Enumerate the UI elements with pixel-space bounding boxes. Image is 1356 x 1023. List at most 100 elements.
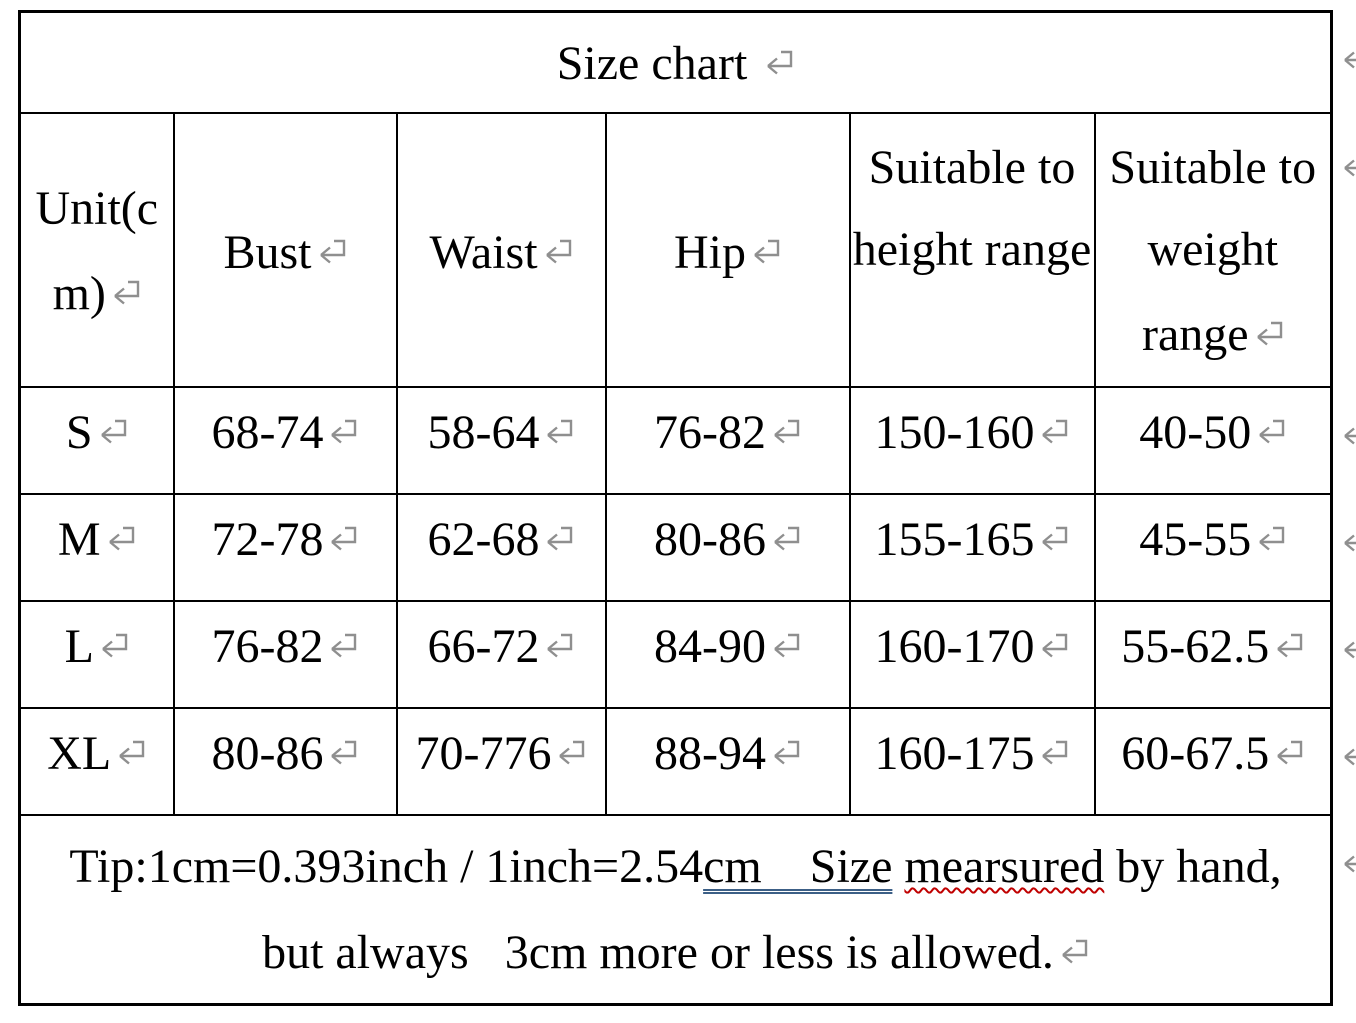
cell-value: 72-78 bbox=[211, 512, 324, 566]
end-of-row-mark-icon bbox=[1340, 846, 1356, 876]
header-line: height range bbox=[852, 222, 1092, 276]
cell-value: 66-72 bbox=[427, 619, 540, 673]
cell-value: 45-55 bbox=[1139, 512, 1252, 566]
end-of-cell-mark-icon bbox=[105, 508, 136, 566]
cell-value: 80-86 bbox=[211, 726, 324, 780]
cell-s-bust[interactable]: 68-74 bbox=[172, 385, 398, 495]
cell-m-hip[interactable]: 80-86 bbox=[604, 492, 851, 602]
cell-value: XL bbox=[47, 726, 112, 780]
end-of-row-mark-icon bbox=[1340, 418, 1356, 448]
cell-l-size[interactable]: L bbox=[18, 599, 175, 709]
end-of-cell-mark-icon bbox=[316, 209, 347, 291]
end-of-cell-mark-icon bbox=[1058, 908, 1089, 991]
end-of-cell-mark-icon bbox=[1253, 291, 1284, 373]
cell-value: 58-64 bbox=[427, 405, 540, 459]
cell-l-height-range[interactable]: 160-170 bbox=[848, 599, 1096, 709]
cell-m-size[interactable]: M bbox=[18, 492, 175, 602]
end-of-row-mark-icon bbox=[1340, 42, 1356, 72]
header-cell-waist[interactable]: Waist bbox=[395, 111, 607, 388]
cell-value: 155-165 bbox=[874, 512, 1035, 566]
header-line: Bust bbox=[176, 209, 395, 291]
cell-value: 76-82 bbox=[211, 619, 324, 673]
cell-value: 160-175 bbox=[874, 726, 1035, 780]
tip-line-1: Tip:1cm=0.393inch / 1inch=2.54cm Size me… bbox=[22, 825, 1330, 908]
header-line: m) bbox=[22, 250, 172, 332]
end-of-cell-mark-icon bbox=[1038, 722, 1069, 780]
spellcheck-flagged-text: mearsured bbox=[904, 839, 1105, 893]
end-of-cell-mark-icon bbox=[1255, 401, 1286, 459]
cell-xl-waist[interactable]: 70-776 bbox=[395, 706, 607, 816]
cell-l-waist[interactable]: 66-72 bbox=[395, 599, 607, 709]
header-line: Waist bbox=[399, 209, 604, 291]
cell-xl-size[interactable]: XL bbox=[18, 706, 175, 816]
header-cell-bust[interactable]: Bust bbox=[172, 111, 398, 388]
cell-s-height-range[interactable]: 150-160 bbox=[848, 385, 1096, 495]
cell-value: 62-68 bbox=[427, 512, 540, 566]
cell-xl-bust[interactable]: 80-86 bbox=[172, 706, 398, 816]
cell-value: 68-74 bbox=[211, 405, 324, 459]
cell-value: M bbox=[57, 512, 101, 566]
tip-cell[interactable]: Tip:1cm=0.393inch / 1inch=2.54cm Size me… bbox=[18, 813, 1333, 1006]
header-cell-hip[interactable]: Hip bbox=[604, 111, 851, 388]
cell-value: 88-94 bbox=[654, 726, 766, 780]
header-line: Suitable to bbox=[868, 140, 1076, 194]
tip-text: Tip:1cm=0.393inch / 1inch=2.54 bbox=[69, 839, 704, 893]
size-row-s: S 68-74 58-64 76-82 150-160 40-50 bbox=[18, 385, 1333, 495]
cell-value: 80-86 bbox=[654, 512, 766, 566]
header-row: Unit(c m) Bust Waist Hip Suitable to height ra… bbox=[18, 111, 1333, 388]
tip-row: Tip:1cm=0.393inch / 1inch=2.54cm Size me… bbox=[18, 813, 1333, 1006]
header-line bbox=[852, 291, 1093, 373]
cell-s-hip[interactable]: 76-82 bbox=[604, 385, 851, 495]
end-of-cell-mark-icon bbox=[542, 209, 573, 291]
end-of-row-mark-icon bbox=[1340, 632, 1356, 662]
cell-m-weight-range[interactable]: 45-55 bbox=[1093, 492, 1333, 602]
tip-text: by hand, bbox=[1104, 839, 1282, 893]
cell-s-weight-range[interactable]: 40-50 bbox=[1093, 385, 1333, 495]
header-cell-weight-range[interactable]: Suitable to weight range bbox=[1093, 111, 1333, 388]
end-of-cell-mark-icon bbox=[750, 209, 781, 291]
cell-m-bust[interactable]: 72-78 bbox=[172, 492, 398, 602]
end-of-cell-mark-icon bbox=[763, 33, 794, 88]
header-line: range bbox=[1097, 291, 1330, 373]
grammar-flagged-text: cm Size bbox=[703, 839, 893, 893]
cell-xl-weight-range[interactable]: 60-67.5 bbox=[1093, 706, 1333, 816]
end-of-cell-mark-icon bbox=[770, 508, 801, 566]
end-of-cell-mark-icon bbox=[98, 615, 129, 673]
end-of-row-mark-icon bbox=[1340, 739, 1356, 769]
end-of-cell-mark-icon bbox=[543, 615, 574, 673]
end-of-cell-mark-icon bbox=[770, 615, 801, 673]
cell-value: 76-82 bbox=[654, 405, 766, 459]
title-cell[interactable]: Size chart bbox=[18, 10, 1333, 114]
header-line: Hip bbox=[608, 209, 848, 291]
end-of-cell-mark-icon bbox=[1038, 508, 1069, 566]
end-of-cell-mark-icon bbox=[1255, 508, 1286, 566]
end-of-cell-mark-icon bbox=[115, 722, 146, 780]
title-row: Size chart bbox=[18, 10, 1333, 114]
end-of-cell-mark-icon bbox=[555, 722, 586, 780]
header-cell-height-range[interactable]: Suitable to height range bbox=[848, 111, 1096, 388]
cell-value: 150-160 bbox=[874, 405, 1035, 459]
end-of-cell-mark-icon bbox=[770, 401, 801, 459]
cell-xl-height-range[interactable]: 160-175 bbox=[848, 706, 1096, 816]
cell-s-waist[interactable]: 58-64 bbox=[395, 385, 607, 495]
end-of-cell-mark-icon bbox=[543, 508, 574, 566]
size-chart-table: Size chart Unit(c m) Bust Waist Hip Suitable … bbox=[18, 10, 1334, 1006]
cell-m-height-range[interactable]: 155-165 bbox=[848, 492, 1096, 602]
table-title: Size chart bbox=[556, 37, 748, 91]
cell-s-size[interactable]: S bbox=[18, 385, 175, 495]
cell-l-hip[interactable]: 84-90 bbox=[604, 599, 851, 709]
cell-m-waist[interactable]: 62-68 bbox=[395, 492, 607, 602]
cell-l-bust[interactable]: 76-82 bbox=[172, 599, 398, 709]
end-of-row-mark-icon bbox=[1340, 150, 1356, 180]
header-line: weight bbox=[1147, 222, 1279, 276]
size-row-xl: XL 80-86 70-776 88-94 160-175 60-67.5 bbox=[18, 706, 1333, 816]
end-of-cell-mark-icon bbox=[327, 401, 358, 459]
tip-text bbox=[892, 840, 904, 893]
cell-value: 55-62.5 bbox=[1121, 619, 1270, 673]
cell-l-weight-range[interactable]: 55-62.5 bbox=[1093, 599, 1333, 709]
end-of-cell-mark-icon bbox=[1273, 615, 1304, 673]
cell-xl-hip[interactable]: 88-94 bbox=[604, 706, 851, 816]
cell-value: 84-90 bbox=[654, 619, 766, 673]
header-cell-unit[interactable]: Unit(c m) bbox=[18, 111, 175, 388]
